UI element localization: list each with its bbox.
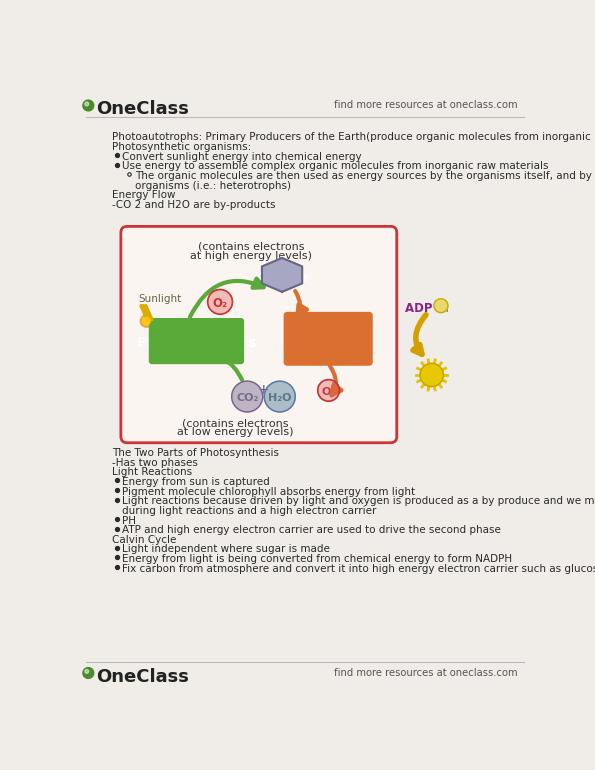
Circle shape [318,380,339,401]
Circle shape [264,381,295,412]
Text: OneClass: OneClass [96,668,189,685]
Text: H₂O: H₂O [268,393,292,403]
Text: Calvin Cycle: Calvin Cycle [112,534,176,544]
Text: OneClass: OneClass [96,100,189,118]
Text: (contains electrons: (contains electrons [182,418,289,428]
FancyBboxPatch shape [149,318,244,364]
Text: Photoautotrophs: Primary Producers of the Earth(produce organic molecules from i: Photoautotrophs: Primary Producers of th… [112,132,595,142]
Text: find more resources at oneclass.com: find more resources at oneclass.com [334,668,518,678]
Circle shape [143,317,151,325]
Text: Fix carbon from atmosphere and convert it into high energy electron carrier such: Fix carbon from atmosphere and convert i… [123,564,595,574]
Text: at high energy levels): at high energy levels) [190,251,312,261]
Text: O₂: O₂ [321,387,336,397]
Text: Energy from sun is captured: Energy from sun is captured [123,477,270,487]
Text: ADP +: ADP + [405,302,450,315]
Text: ATP: ATP [420,372,443,381]
Circle shape [83,100,94,111]
Text: Light Reactions: Light Reactions [112,467,192,477]
Circle shape [85,102,89,105]
Text: Use energy to assemble complex organic molecules from inorganic raw materials: Use energy to assemble complex organic m… [123,161,549,171]
Circle shape [434,299,448,313]
Text: Glucose: Glucose [256,271,308,283]
Text: Energy from light is being converted from chemical energy to form NADPH: Energy from light is being converted fro… [123,554,512,564]
Text: during light reactions and a high electron carrier: during light reactions and a high electr… [123,506,377,516]
Text: Light reactions because driven by light and oxygen is produced as a by produce a: Light reactions because driven by light … [123,496,595,506]
Text: find more resources at oneclass.com: find more resources at oneclass.com [334,100,518,110]
Text: Pigment molecule chlorophyll absorbs energy from light: Pigment molecule chlorophyll absorbs ene… [123,487,415,497]
Text: Light independent where sugar is made: Light independent where sugar is made [123,544,330,554]
Circle shape [231,381,263,412]
FancyBboxPatch shape [284,312,372,366]
Text: Sunlight: Sunlight [138,294,181,304]
Circle shape [208,290,233,314]
Circle shape [140,315,153,327]
Text: -CO 2 and H2O are by-products: -CO 2 and H2O are by-products [112,199,275,209]
Circle shape [420,363,443,387]
Text: respiration: respiration [285,338,371,352]
Text: O₂: O₂ [212,297,228,310]
Text: +: + [258,383,270,397]
Text: CO₂: CO₂ [236,393,258,403]
Polygon shape [262,258,302,292]
Text: Convert sunlight energy into chemical energy: Convert sunlight energy into chemical en… [123,152,362,162]
Text: Photosynthesis: Photosynthesis [136,336,256,350]
Text: (contains electrons: (contains electrons [198,242,304,252]
Text: i: i [445,305,447,314]
Text: The organic molecules are then used as energy sources by the organisms itself, a: The organic molecules are then used as e… [135,171,595,181]
Text: at low energy levels): at low energy levels) [177,427,294,437]
Text: organisms (i.e.: heterotrophs): organisms (i.e.: heterotrophs) [135,180,291,190]
Text: The Two Parts of Photosynthesis: The Two Parts of Photosynthesis [112,448,278,458]
Text: Cellular: Cellular [298,328,358,342]
FancyBboxPatch shape [121,226,397,443]
Text: Photosynthetic organisms:: Photosynthetic organisms: [112,142,251,152]
Text: ATP and high energy electron carrier are used to drive the second phase: ATP and high energy electron carrier are… [123,525,502,535]
Text: PH: PH [123,516,136,525]
Text: P: P [436,303,444,312]
Circle shape [85,669,89,673]
Text: -Has two phases: -Has two phases [112,457,198,467]
Circle shape [83,668,94,678]
Text: Energy Flow: Energy Flow [112,190,175,200]
